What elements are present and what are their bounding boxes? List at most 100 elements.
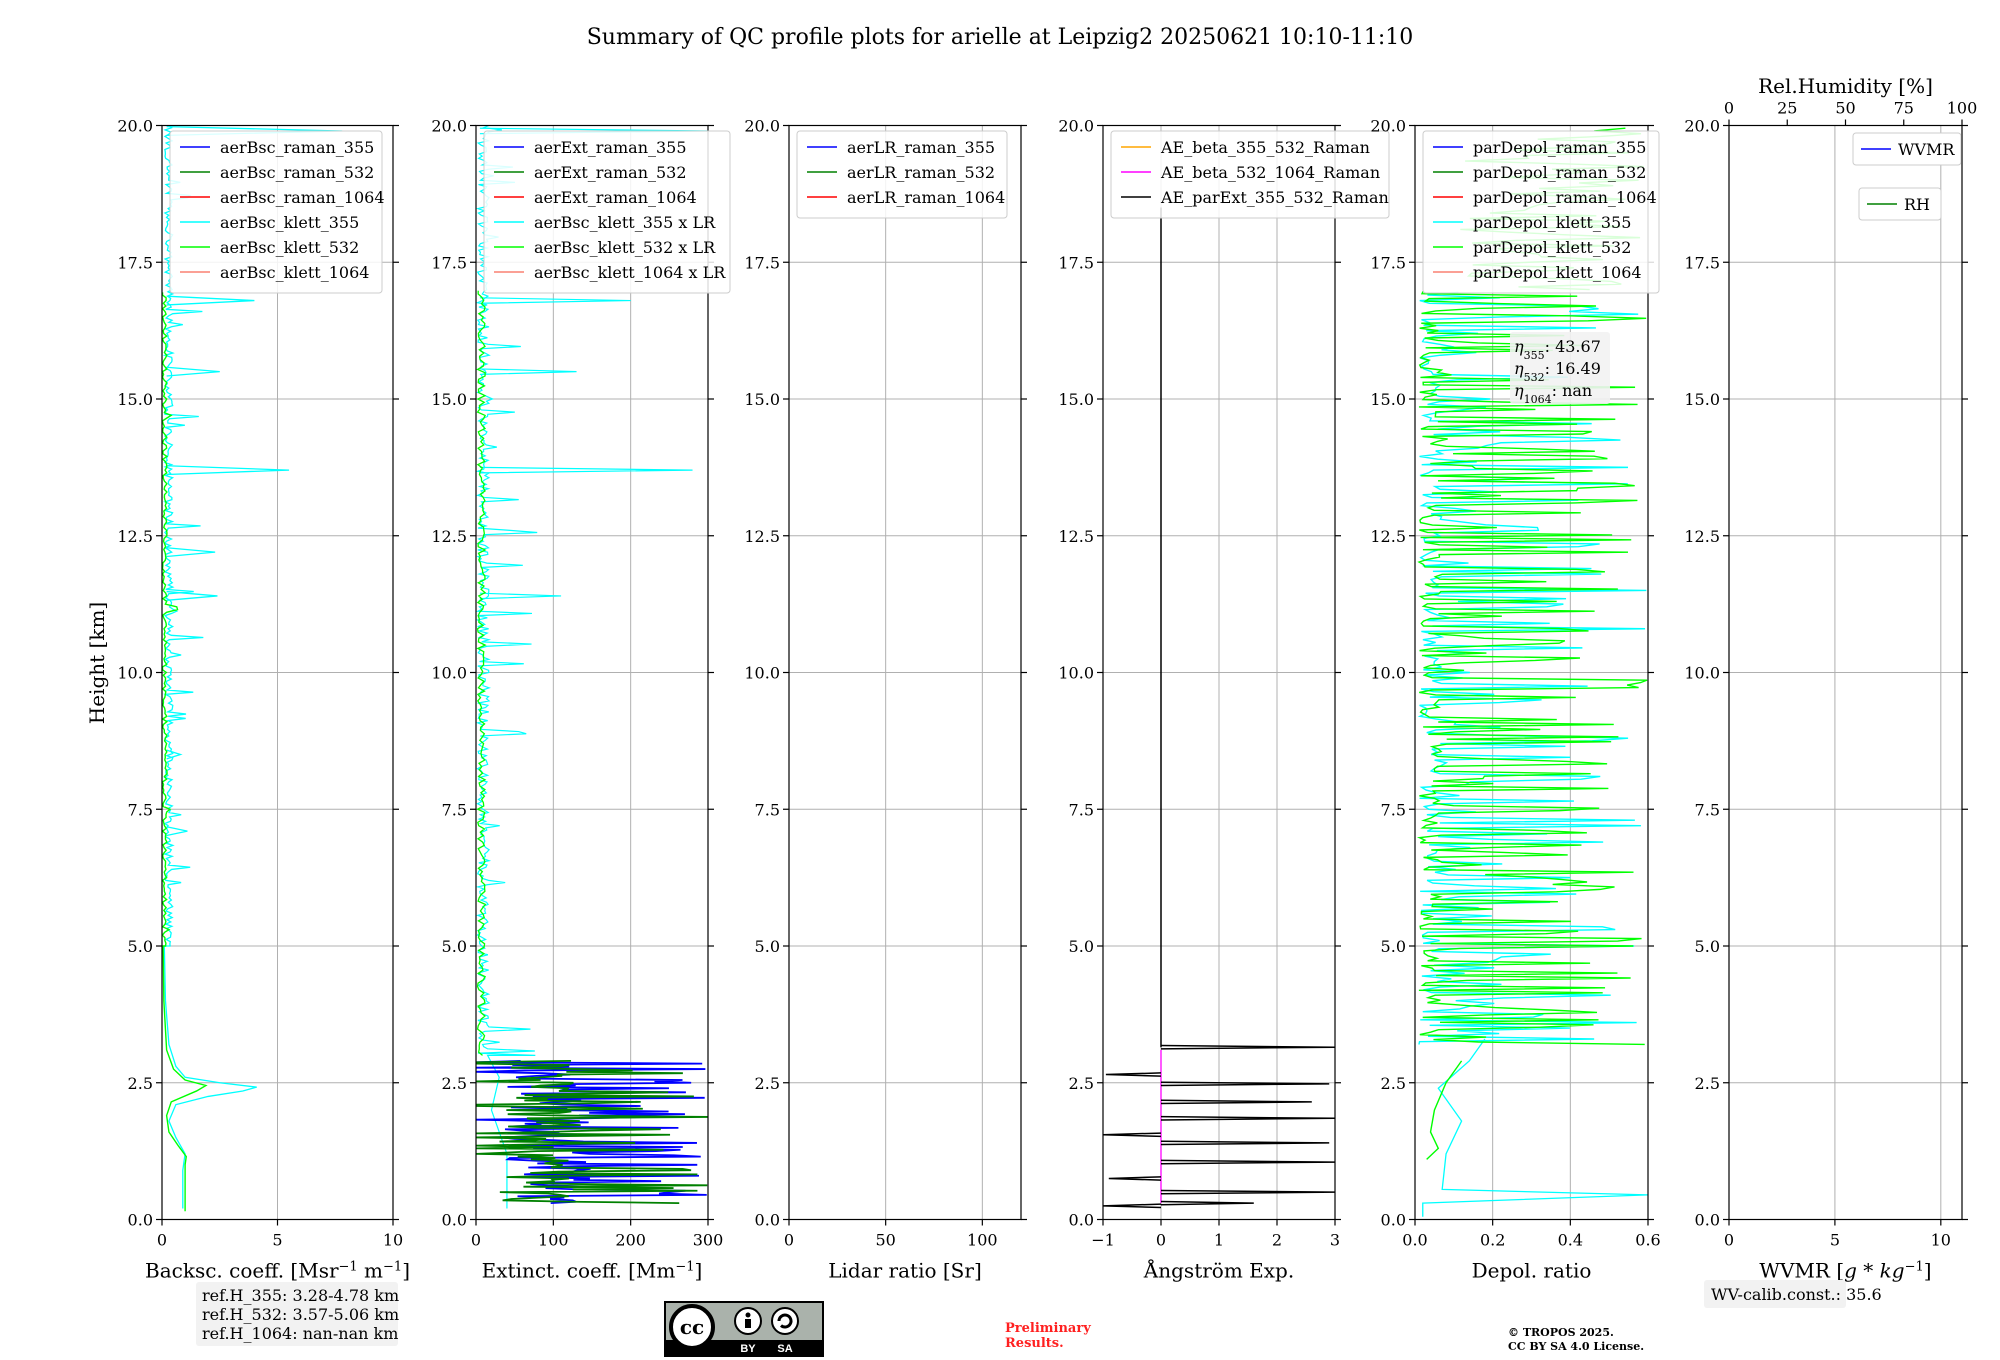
xtick-label-0.6: 0.6 xyxy=(1635,1231,1660,1250)
legend-item-RH: RH xyxy=(1858,187,1942,221)
ytick-label-17.5: 17.5 xyxy=(1684,253,1720,272)
ytick-label-12.5: 12.5 xyxy=(431,527,467,546)
series-parDepol_klett_355-low xyxy=(1422,1038,1648,1217)
xlabel-sup2: −1 xyxy=(383,1259,402,1274)
legend-label-aerBsc_raman_532: aerBsc_raman_532 xyxy=(220,163,374,182)
rh-tick-label-100: 100 xyxy=(1947,99,1978,118)
preliminary-line-2: Results. xyxy=(1005,1336,1064,1351)
ytick-label-2.5: 2.5 xyxy=(128,1074,153,1093)
eta-symbol: η xyxy=(1514,381,1524,400)
legend-label-aerBsc_raman_355: aerBsc_raman_355 xyxy=(220,138,374,157)
x-axis-label-ext: Extinct. coeff. [Mm−1] xyxy=(482,1259,703,1283)
xtick-label-0: 0 xyxy=(1724,1231,1734,1250)
series-aerBsc_klett_532 xyxy=(162,292,208,1212)
ytick-label-7.5: 7.5 xyxy=(128,800,153,819)
spike-klett-355-2 xyxy=(166,749,183,760)
xlabel-main: Backsc. coeff. [Msr xyxy=(145,1259,339,1283)
xtick-label-10: 10 xyxy=(1931,1231,1951,1250)
ytick-label-2.5: 2.5 xyxy=(755,1074,780,1093)
ytick-label-2.5: 2.5 xyxy=(1069,1074,1094,1093)
y-axis-label: Height [km] xyxy=(85,602,109,724)
x-axis-label-lr: Lidar ratio [Sr] xyxy=(828,1259,982,1283)
ytick-label-17.5: 17.5 xyxy=(431,253,467,272)
legend-label-parDepol_klett_532: parDepol_klett_532 xyxy=(1473,238,1631,257)
ytick-label-12.5: 12.5 xyxy=(744,527,780,546)
xtick-label-100: 100 xyxy=(538,1231,569,1250)
xlabel-text: Depol. ratio xyxy=(1472,1259,1592,1283)
ytick-label-10.0: 10.0 xyxy=(1058,664,1094,683)
panel-ae: 0.0 2.5 5.0 7.5 10.0 12.5 15.0 17.5 20.0 −1 0 1 2 3 Ån… xyxy=(1058,117,1390,1283)
ytick-label-10.0: 10.0 xyxy=(1684,664,1720,683)
ytick-label-7.5: 7.5 xyxy=(1069,800,1094,819)
ytick-label-12.5: 12.5 xyxy=(1684,527,1720,546)
xlabel-text: Ångström Exp. xyxy=(1143,1258,1294,1283)
ae-spike-5 xyxy=(1103,1132,1162,1138)
ytick-label-5.0: 5.0 xyxy=(755,937,780,956)
axes-frame-ext xyxy=(475,124,709,1221)
xlabel-end: ] xyxy=(402,1259,410,1283)
preliminary-line-1: Preliminary xyxy=(1005,1321,1091,1336)
ae-spike-4 xyxy=(1160,1115,1335,1121)
xtick-label-3: 3 xyxy=(1330,1231,1340,1250)
panel-wv: 0.02.55.07.510.012.515.017.520.00 5 10WVMR… xyxy=(1684,74,1977,1283)
x-axis-label-depol: Depol. ratio xyxy=(1472,1259,1592,1283)
cc-logo-icon xyxy=(669,1304,715,1350)
legend-ext: aerExt_raman_355 aerExt_raman_532 aerExt_r… xyxy=(483,130,731,294)
legend-label-parDepol_raman_1064: parDepol_raman_1064 xyxy=(1473,188,1657,207)
x-axis-label-wv: WVMR [g * kg−1] xyxy=(1759,1259,1931,1283)
panel-ext: 0.0 2.5 5.0 7.5 10.0 12.5 15.0 17.5 20.0 0 100 200 3… xyxy=(431,117,731,1283)
xlabel-unit: g * kg xyxy=(1844,1259,1904,1283)
legend-label-aerExt_raman_532: aerExt_raman_532 xyxy=(534,163,687,182)
legend-label-aerBsc_klett_532: aerBsc_klett_532 xyxy=(220,238,359,257)
xtick-label-0.0: 0.0 xyxy=(1402,1231,1427,1250)
spike-ext-2 xyxy=(479,297,631,304)
ytick-label-20.0: 20.0 xyxy=(431,117,467,136)
legend-label-aerExt_raman_1064: aerExt_raman_1064 xyxy=(534,188,697,207)
badge-by-label: BY xyxy=(740,1343,756,1355)
legend-box xyxy=(1852,132,1962,166)
xtick-label-5: 5 xyxy=(1830,1231,1840,1250)
xtick-label--1: −1 xyxy=(1091,1231,1115,1250)
ytick-label-17.5: 17.5 xyxy=(1370,253,1406,272)
series-parDepol_klett_532-low xyxy=(1426,1060,1463,1160)
spike-ext-0 xyxy=(479,466,693,474)
share-alike-icon xyxy=(771,1307,799,1335)
rh-tick-label-0: 0 xyxy=(1724,99,1734,118)
copyright-line-1: © TROPOS 2025. xyxy=(1508,1326,1614,1339)
ytick-label-20.0: 20.0 xyxy=(744,117,780,136)
legend-label-AE_parExt_355_532_Raman: AE_parExt_355_532_Raman xyxy=(1160,188,1389,207)
rh-axis-label: Rel.Humidity [%] xyxy=(1758,74,1933,98)
eta-symbol: η xyxy=(1514,359,1524,378)
ae-spike-7 xyxy=(1160,1159,1335,1165)
legend-bsc: aerBsc_raman_355 aerBsc_raman_532 aerBsc_r… xyxy=(169,130,385,294)
spike-ext-1 xyxy=(479,592,562,600)
person-body xyxy=(745,1319,751,1328)
cc-license-badge: cc BY SA xyxy=(664,1301,824,1357)
ytick-label-0.0: 0.0 xyxy=(1695,1211,1720,1230)
xtick-label-50: 50 xyxy=(875,1231,895,1250)
ytick-label-7.5: 7.5 xyxy=(1695,800,1720,819)
legend-label-aerExt_raman_355: aerExt_raman_355 xyxy=(534,138,687,157)
eta-symbol: η xyxy=(1514,337,1524,356)
xlabel-end: ] xyxy=(695,1259,703,1283)
xtick-label-300: 300 xyxy=(693,1231,724,1250)
legend-box xyxy=(483,130,731,294)
ytick-label-15.0: 15.0 xyxy=(1370,390,1406,409)
eta-background xyxy=(1510,332,1610,404)
ytick-label-10.0: 10.0 xyxy=(1370,664,1406,683)
legend-label-aerLR_raman_355: aerLR_raman_355 xyxy=(847,138,995,157)
legend-label: RH xyxy=(1904,195,1930,214)
ae-spike-6 xyxy=(1160,1140,1330,1146)
legend-label-aerLR_raman_1064: aerLR_raman_1064 xyxy=(847,188,1005,207)
ytick-label-7.5: 7.5 xyxy=(442,800,467,819)
ref-heights-box: ref.H_355: 3.28-4.78 km ref.H_532: 3.57-… xyxy=(196,1282,399,1346)
xlabel-main: Extinct. coeff. [Mm xyxy=(482,1259,676,1283)
figure-title: Summary of QC profile plots for arielle … xyxy=(587,25,1414,50)
legend-label-parDepol_raman_532: parDepol_raman_532 xyxy=(1473,163,1646,182)
legend-label-aerBsc_raman_1064: aerBsc_raman_1064 xyxy=(220,188,385,207)
ae-spike-2 xyxy=(1160,1081,1330,1087)
ytick-label-7.5: 7.5 xyxy=(755,800,780,819)
legend-box xyxy=(1422,130,1660,294)
ytick-label-10.0: 10.0 xyxy=(431,664,467,683)
